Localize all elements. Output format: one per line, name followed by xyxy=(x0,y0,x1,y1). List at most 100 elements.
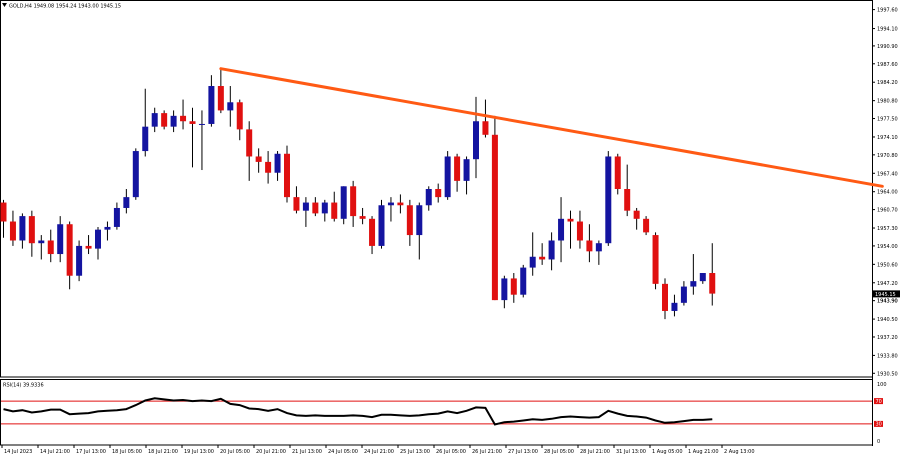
candle-body xyxy=(454,156,461,181)
candle-body xyxy=(350,186,357,217)
candle-body xyxy=(586,240,593,252)
rsi-level-tag xyxy=(874,398,883,405)
candle-body xyxy=(28,216,35,244)
candle-body xyxy=(378,205,385,246)
current-price-label: 1945.15 xyxy=(875,292,896,298)
candle-body xyxy=(95,229,101,249)
candle-body xyxy=(19,216,26,241)
candle xyxy=(558,197,565,263)
time-axis-label: 28 Jul 05:00 xyxy=(544,449,574,455)
candle xyxy=(217,69,224,114)
candle xyxy=(595,240,602,265)
candle-body xyxy=(605,156,612,244)
candle-body xyxy=(113,207,120,227)
price-axis-label: 1994.10 xyxy=(877,27,898,33)
candle xyxy=(9,210,16,246)
candle xyxy=(425,186,432,211)
time-axis-label: 19 Jul 13:00 xyxy=(184,449,214,455)
candle xyxy=(463,156,470,195)
price-axis-label: 1977.50 xyxy=(877,117,898,123)
price-panel-border xyxy=(0,0,873,378)
candle xyxy=(151,107,158,133)
candle xyxy=(359,207,366,225)
candle xyxy=(208,75,215,127)
candle-body xyxy=(142,126,149,152)
trendline-layer xyxy=(219,67,884,188)
candle-body xyxy=(558,218,565,241)
candle xyxy=(0,199,7,238)
time-axis-label: 14 Jul 21:00 xyxy=(40,449,70,455)
candle-body xyxy=(624,189,631,211)
candle xyxy=(652,232,659,290)
candle xyxy=(331,191,338,222)
candle-body xyxy=(246,129,253,157)
time-axis-label: 24 Jul 05:00 xyxy=(328,449,358,455)
candle xyxy=(605,151,612,246)
time-axis-label: 18 Jul 21:00 xyxy=(148,449,178,455)
candle xyxy=(180,99,187,130)
time-axis-label: 31 Jul 13:00 xyxy=(616,449,646,455)
candle-body xyxy=(501,278,508,301)
candle xyxy=(350,180,357,227)
candle xyxy=(699,273,706,284)
time-axis-label: 17 Jul 13:00 xyxy=(76,449,106,455)
time-axis-label: 28 Jul 21:00 xyxy=(580,449,610,455)
candle-body xyxy=(633,210,640,219)
candle-body xyxy=(217,86,224,111)
candle xyxy=(406,199,413,246)
time-axis-label: 25 Jul 13:00 xyxy=(400,449,430,455)
candle-body xyxy=(255,156,262,162)
candle xyxy=(397,194,404,214)
time-axis-label: 20 Jul 05:00 xyxy=(220,449,250,455)
candle-body xyxy=(47,240,54,255)
time-axis-label: 21 Jul 13:00 xyxy=(292,449,322,455)
rsi-level-label: 70 xyxy=(876,399,882,405)
price-axis-label: 1937.20 xyxy=(877,335,898,341)
candle xyxy=(236,99,243,141)
time-axis-label: 18 Jul 05:00 xyxy=(112,449,142,455)
price-axis-label: 1964.00 xyxy=(877,190,898,196)
candle-body xyxy=(340,186,347,219)
candle-body xyxy=(406,205,413,236)
candle-body xyxy=(66,224,73,276)
candle xyxy=(567,210,574,249)
chart-menu-arrow-icon[interactable] xyxy=(2,3,7,7)
candle xyxy=(416,202,423,260)
time-axis-label: 27 Jul 13:00 xyxy=(508,449,538,455)
candle xyxy=(529,232,536,276)
candle xyxy=(690,254,697,295)
candle-body xyxy=(662,283,668,311)
candle xyxy=(246,121,253,181)
candle-body xyxy=(690,281,697,287)
candle-body xyxy=(331,202,338,219)
candle-body xyxy=(567,218,574,222)
candle-body xyxy=(473,121,479,160)
price-axis-label: 1940.50 xyxy=(877,317,898,323)
candle xyxy=(161,110,168,130)
candle xyxy=(633,207,640,230)
candle-body xyxy=(699,273,706,282)
price-axis-label: 1950.60 xyxy=(877,262,898,268)
candle xyxy=(312,197,319,217)
candle-body xyxy=(104,226,111,230)
candle-body xyxy=(265,161,272,173)
rsi-line-layer xyxy=(3,397,713,426)
candle xyxy=(255,148,262,173)
rsi-line xyxy=(3,397,713,426)
candle xyxy=(274,151,281,181)
candle xyxy=(123,189,130,214)
candle xyxy=(265,151,272,184)
candle xyxy=(57,216,64,263)
price-axis-label: 1974.10 xyxy=(877,135,898,141)
candle-body xyxy=(208,86,215,124)
candle xyxy=(66,221,73,290)
candle-body xyxy=(284,153,290,198)
candle-body xyxy=(680,286,687,303)
candle-body xyxy=(321,202,328,214)
candle xyxy=(624,164,631,217)
candle-body xyxy=(227,102,234,111)
candle-body xyxy=(312,202,319,214)
rsi-panel-border xyxy=(0,379,873,446)
time-axis-label: 24 Jul 21:00 xyxy=(364,449,394,455)
